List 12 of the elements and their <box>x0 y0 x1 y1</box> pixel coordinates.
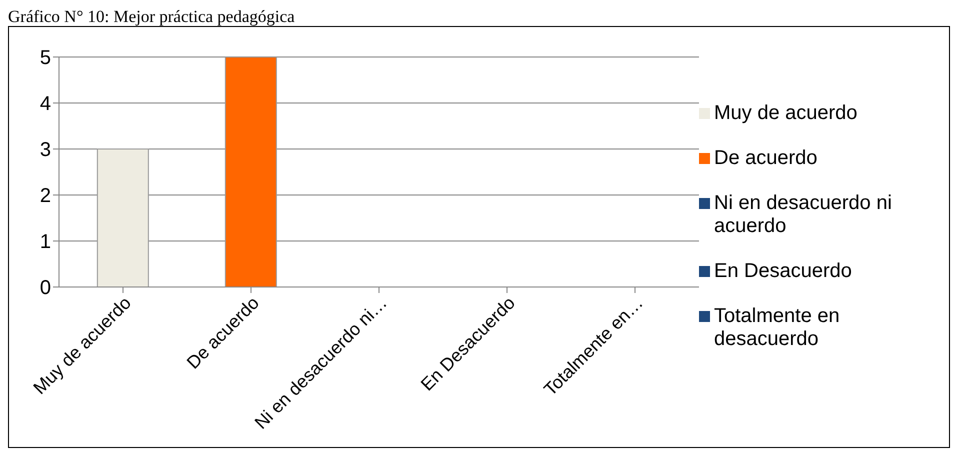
legend-label: En Desacuerdo <box>714 260 852 282</box>
chart-title: Gráfico N° 10: Mejor práctica pedagógica <box>8 7 296 26</box>
y-tick-label: 2 <box>40 185 51 208</box>
legend-label: Ni en desacuerdo ni acuerdo <box>714 192 893 238</box>
y-tick-label: 3 <box>40 139 51 162</box>
y-tick-label: 0 <box>40 277 51 300</box>
legend-label: De acuerdo <box>714 146 818 170</box>
y-tick-label: 1 <box>40 231 51 254</box>
y-tick-label: 4 <box>40 93 51 116</box>
legend-label: Muy de acuerdo <box>714 102 858 124</box>
legend-label: Totalmente en desacuerdo <box>714 304 841 350</box>
y-tick-label: 5 <box>40 47 51 70</box>
